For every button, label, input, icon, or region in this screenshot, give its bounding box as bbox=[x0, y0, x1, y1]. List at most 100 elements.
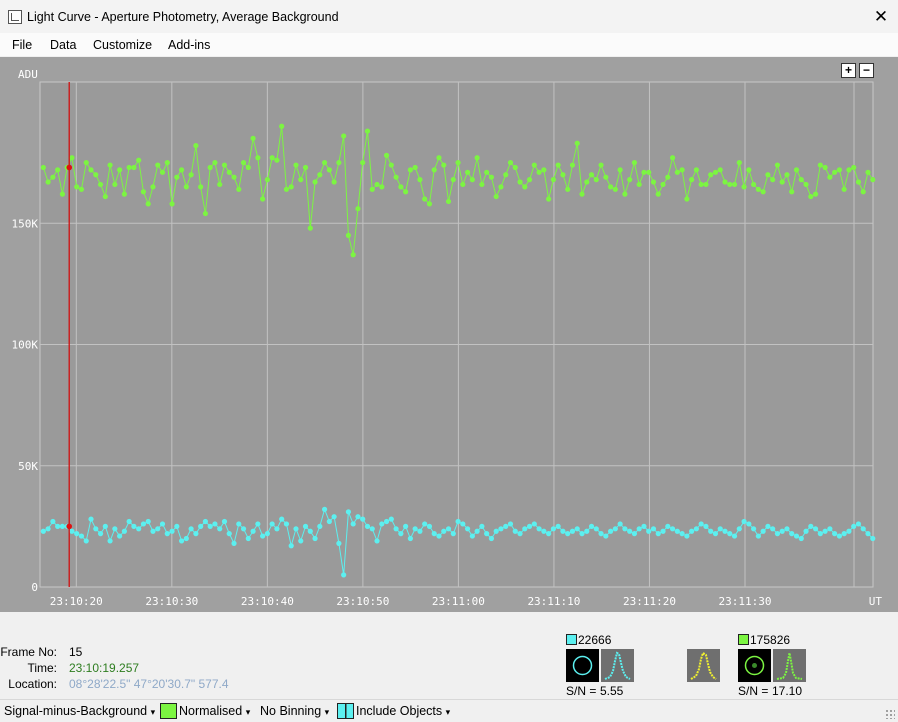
data-point bbox=[708, 528, 714, 534]
data-point bbox=[174, 174, 180, 180]
light-curve-chart[interactable]: 0 50K 100K 150K ADU 23:10:20 23:10:30 23:10:40 2… bbox=[0, 57, 898, 612]
data-point bbox=[131, 164, 137, 171]
data-point bbox=[288, 543, 294, 549]
data-point bbox=[417, 177, 423, 183]
data-point bbox=[765, 172, 771, 178]
window-title: Light Curve - Aperture Photometry, Avera… bbox=[27, 10, 339, 24]
x-tick-label: 23:10:50 bbox=[336, 595, 389, 608]
menu-data[interactable]: Data bbox=[50, 38, 77, 52]
data-point bbox=[178, 167, 185, 173]
data-point bbox=[45, 179, 51, 185]
data-point bbox=[455, 518, 461, 525]
data-point bbox=[345, 232, 352, 238]
data-point bbox=[102, 523, 108, 529]
data-point bbox=[445, 526, 452, 532]
data-point bbox=[636, 526, 642, 532]
data-point bbox=[364, 523, 371, 529]
data-point bbox=[760, 528, 766, 534]
include-objects-dropdown[interactable]: Include Objects ▾ bbox=[356, 704, 450, 718]
zoom-in-button[interactable]: + bbox=[841, 63, 856, 78]
data-point bbox=[88, 167, 94, 173]
data-point bbox=[136, 157, 142, 163]
light-curve-plot[interactable]: 0 50K 100K 150K ADU 23:10:20 23:10:30 23:10:40 2… bbox=[0, 57, 898, 612]
data-point bbox=[574, 526, 580, 532]
data-point bbox=[374, 181, 380, 188]
data-point bbox=[345, 509, 352, 515]
data-point bbox=[617, 167, 623, 173]
data-point bbox=[393, 526, 399, 532]
menu-add-ins[interactable]: Add-ins bbox=[168, 38, 211, 52]
menu-customize[interactable]: Customize bbox=[93, 38, 153, 52]
binning-dropdown[interactable]: No Binning ▾ bbox=[260, 704, 329, 718]
data-point bbox=[460, 521, 466, 527]
data-point bbox=[236, 186, 242, 192]
data-point bbox=[555, 162, 561, 168]
data-point bbox=[498, 526, 504, 532]
data-point bbox=[431, 531, 437, 537]
cursor-marker bbox=[66, 523, 73, 530]
data-point bbox=[827, 526, 833, 532]
data-point bbox=[479, 523, 485, 529]
data-point bbox=[588, 172, 595, 178]
data-point bbox=[464, 526, 471, 532]
data-point bbox=[302, 523, 309, 529]
data-point bbox=[531, 521, 537, 527]
data-point bbox=[660, 528, 666, 534]
data-point bbox=[441, 528, 447, 534]
data-point bbox=[274, 157, 280, 163]
data-point bbox=[603, 174, 609, 180]
data-point bbox=[798, 535, 804, 542]
data-point bbox=[283, 186, 290, 192]
data-point bbox=[536, 526, 542, 532]
data-point bbox=[646, 528, 652, 534]
data-point bbox=[221, 518, 228, 525]
data-point bbox=[341, 133, 347, 139]
data-point bbox=[550, 526, 556, 532]
include-objects-icon bbox=[337, 703, 354, 719]
object2-aperture-thumbnail[interactable] bbox=[738, 649, 771, 682]
data-point bbox=[479, 181, 485, 188]
data-point bbox=[598, 162, 604, 168]
data-point bbox=[655, 531, 661, 537]
data-point bbox=[526, 177, 533, 183]
data-point bbox=[507, 521, 514, 527]
object2-psf-profile[interactable] bbox=[773, 649, 806, 682]
data-point bbox=[212, 160, 218, 166]
data-point bbox=[755, 186, 761, 192]
object1-psf-profile[interactable] bbox=[601, 649, 634, 682]
close-button[interactable]: ✕ bbox=[873, 7, 889, 26]
data-point bbox=[579, 531, 585, 537]
data-point bbox=[631, 160, 638, 166]
zoom-out-button[interactable]: − bbox=[859, 63, 874, 78]
data-point bbox=[78, 186, 85, 192]
data-point bbox=[717, 167, 723, 173]
data-point bbox=[503, 172, 509, 178]
data-point bbox=[836, 533, 843, 539]
data-point bbox=[865, 169, 871, 175]
data-point bbox=[55, 523, 61, 529]
data-point bbox=[317, 172, 323, 178]
data-point bbox=[97, 531, 104, 537]
comparison-psf-profile[interactable] bbox=[687, 649, 720, 682]
resize-grip[interactable] bbox=[885, 709, 895, 719]
menu-file[interactable]: File bbox=[12, 38, 33, 52]
data-point bbox=[250, 528, 256, 534]
data-point bbox=[727, 181, 733, 188]
data-point bbox=[631, 531, 638, 537]
time-value: 23:10:19.257 bbox=[69, 661, 140, 675]
data-point bbox=[174, 523, 180, 529]
data-point bbox=[274, 526, 280, 532]
signal-mode-dropdown[interactable]: Signal-minus-Background ▾ bbox=[4, 704, 155, 718]
object1-color-swatch bbox=[566, 634, 577, 645]
data-point bbox=[288, 184, 294, 190]
normalised-label: Normalised bbox=[179, 704, 243, 718]
data-point bbox=[669, 526, 676, 532]
normalised-dropdown[interactable]: Normalised ▾ bbox=[179, 704, 250, 718]
data-point bbox=[169, 528, 175, 534]
data-point bbox=[126, 518, 132, 525]
data-point bbox=[593, 177, 599, 183]
data-point bbox=[569, 162, 576, 168]
object1-aperture-thumbnail[interactable] bbox=[566, 649, 599, 682]
data-point bbox=[74, 184, 80, 190]
y-tick-label: 150K bbox=[12, 217, 39, 230]
